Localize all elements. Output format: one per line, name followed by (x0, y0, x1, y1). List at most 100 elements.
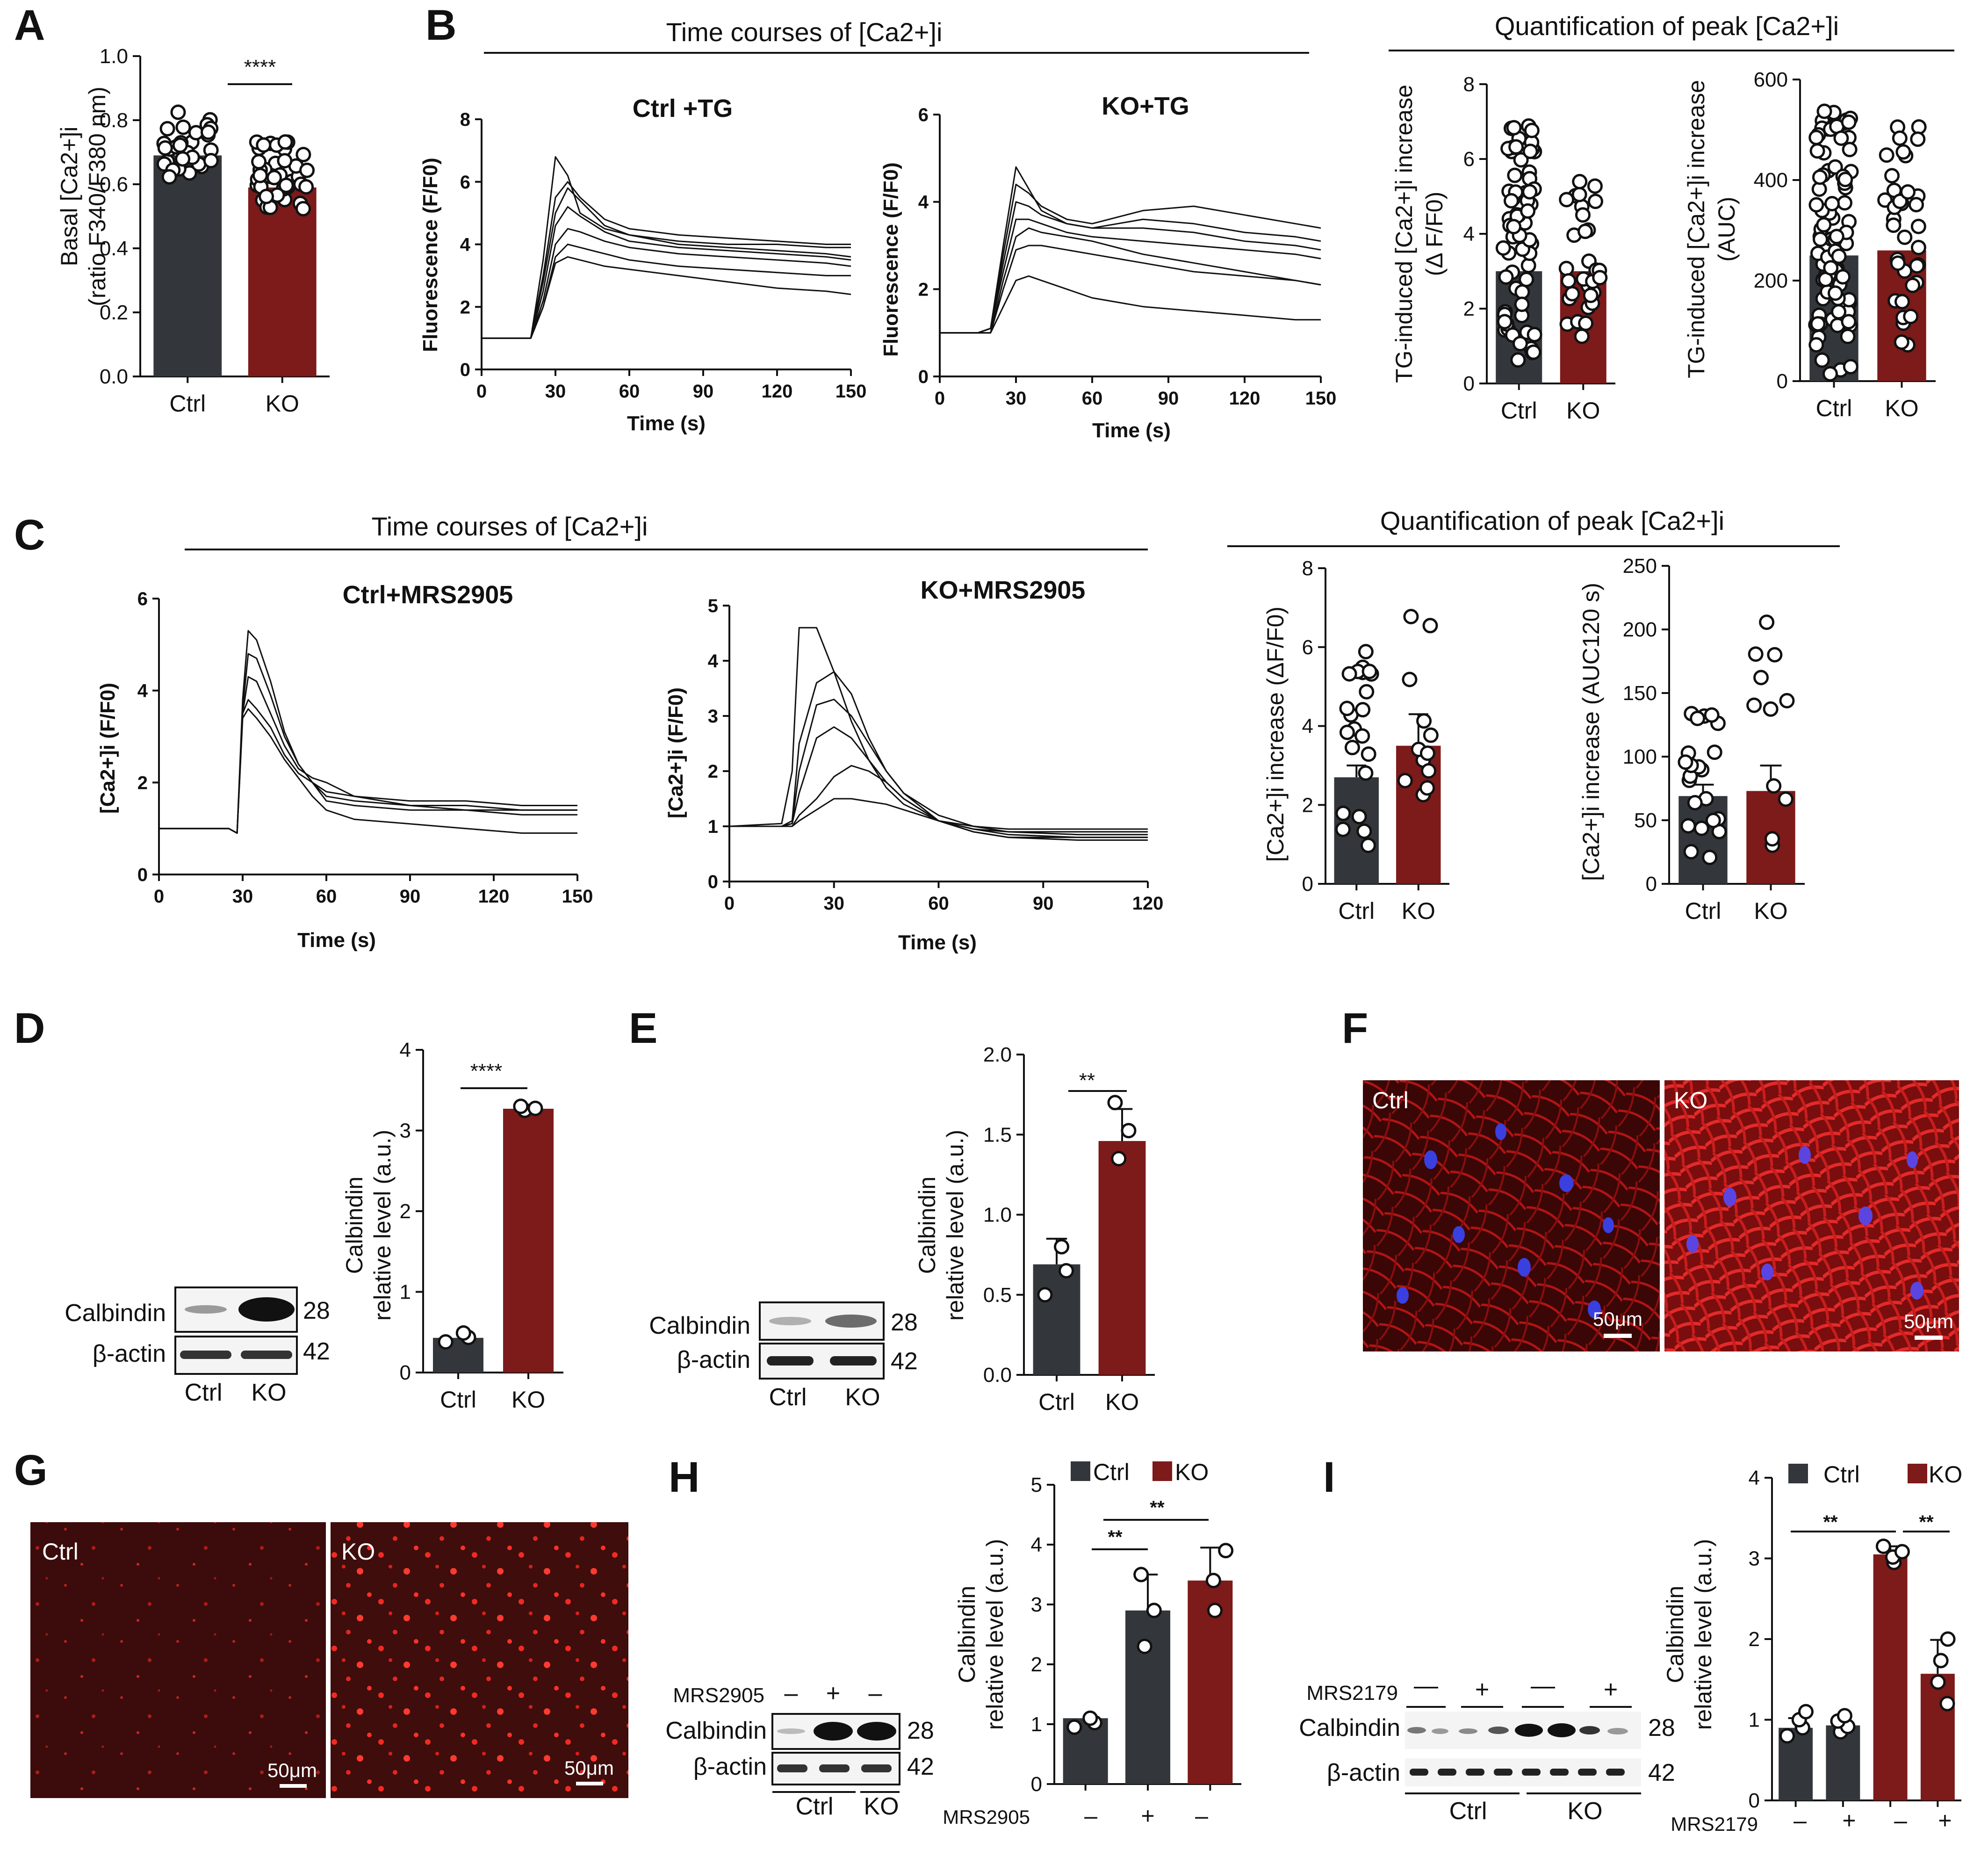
d-blot-label-actin: β-actin (93, 1340, 166, 1367)
B-trace-KO-xtick-label: 150 (1305, 388, 1337, 409)
B-bar-AUC-point (1831, 304, 1847, 320)
A-ytick-label: 0.6 (100, 173, 128, 196)
A-point (161, 169, 177, 185)
f-scalebar-ko (1915, 1336, 1943, 1340)
B-bar-dF-point (1519, 271, 1534, 287)
i-bar-sign-4: + (1938, 1807, 1952, 1834)
B-bar-AUC-point (1890, 255, 1906, 271)
B-bar-dF-point (1575, 207, 1591, 223)
H-point (1137, 1639, 1152, 1655)
A-category-label: Ctrl (169, 390, 206, 417)
b-section-quant: Quantification of peak [Ca2+]i (1495, 11, 1839, 41)
B-bar-dF-point (1522, 144, 1538, 159)
C-bar-AUC-point (1779, 693, 1795, 708)
D-point (438, 1334, 454, 1350)
H-ytick-label: 4 (1031, 1533, 1042, 1556)
chart-b-bar-auc: 0 200 400 600 Ctrl KO (1754, 68, 1936, 421)
C-bar-dF-point (1422, 618, 1438, 634)
A-point (278, 177, 294, 193)
B-bar-AUC-point (1910, 131, 1926, 147)
C-trace-KO-xtick-label: 60 (928, 893, 949, 914)
H-point (1146, 1603, 1162, 1619)
g-label-ctrl: Ctrl (42, 1539, 79, 1565)
f-nuclei-ctrl (1397, 1123, 1614, 1318)
b-bar1-ylabel-2: (Δ F/F0) (1421, 192, 1448, 276)
i-sign-1: — (1414, 1672, 1438, 1699)
i-legend-ko: KO (1929, 1461, 1962, 1488)
C-bar-AUC-category-label: KO (1754, 898, 1787, 924)
I-point (1837, 1708, 1852, 1724)
c-trace2-ylabel: [Ca2+]i (F/F0) (664, 687, 687, 818)
i-bar-sign-2: + (1842, 1807, 1856, 1834)
C-trace-Ctrl-xtick-label: 30 (232, 886, 253, 907)
C-trace-Ctrl-series-cell3 (159, 676, 577, 834)
C-bar-AUC-point (1765, 831, 1780, 847)
C-bar-AUC-ytick-label: 200 (1623, 618, 1657, 641)
I-point (1930, 1674, 1946, 1690)
B-bar-AUC-point (1829, 229, 1844, 245)
e-blot-size-28: 28 (891, 1309, 918, 1336)
chart-c-trace-ko: 0 1 2 3 4 5 0 30 60 90 120 (708, 596, 1164, 914)
B-bar-dF-category-label: KO (1566, 397, 1600, 424)
i-western-blot (1405, 1712, 1641, 1786)
E-point (1059, 1263, 1074, 1279)
B-bar-AUC-point (1905, 277, 1921, 293)
h-treatment-label: MRS2905 (673, 1684, 764, 1707)
panel-e: E Calbindin β-actin 28 42 Ctrl KO Calbin… (629, 1004, 1155, 1415)
i-actin-3 (1466, 1769, 1484, 1776)
c-trace2-title: KO+MRS2905 (921, 576, 1086, 604)
f-nuclei-ko (1686, 1146, 1923, 1300)
C-bar-dF-point (1358, 765, 1374, 781)
h-western-blot (771, 1713, 900, 1785)
B-bar-AUC-point (1894, 294, 1910, 310)
i-sign-2: + (1475, 1676, 1489, 1703)
A-point (256, 137, 272, 153)
C-bar-dF-point (1421, 763, 1437, 779)
i-actin-2 (1438, 1769, 1456, 1776)
B-bar-dF-point (1514, 296, 1530, 312)
c-trace1-ylabel: [Ca2+]i (F/F0) (96, 683, 119, 814)
A-point (277, 153, 293, 169)
D-point (455, 1325, 471, 1341)
h-band-2-actin (819, 1764, 850, 1772)
C-bar-dF-ytick-label: 4 (1302, 715, 1313, 738)
B-bar-AUC-point (1816, 103, 1832, 119)
C-bar-dF-category-label: Ctrl (1338, 898, 1375, 924)
e-band-ctrl-actin (767, 1356, 814, 1366)
panel-letter-i: I (1323, 1453, 1335, 1501)
I-point (1798, 1704, 1814, 1720)
B-bar-AUC-point (1840, 328, 1856, 344)
B-bar-AUC-point (1903, 309, 1919, 325)
E-bar-0 (1033, 1264, 1080, 1375)
B-bar-dF-ytick-label: 6 (1463, 148, 1475, 171)
B-bar-AUC-point (1909, 258, 1925, 274)
H-ytick-label: 3 (1031, 1593, 1042, 1616)
chart-h: 0 1 2 3 4 5 (1031, 1474, 1241, 1796)
chart-i: 0 1 2 3 4 (1749, 1467, 1961, 1812)
b-trace2-ylabel: Fluorescence (F/F0) (879, 162, 902, 357)
B-bar-AUC-point (1892, 130, 1908, 146)
C-trace-Ctrl-xtick-label: 60 (316, 886, 337, 907)
C-trace-KO-ytick-label: 0 (708, 872, 718, 892)
d-lane-ko: KO (251, 1379, 286, 1406)
E-point (1111, 1151, 1127, 1167)
panel-letter-f: F (1342, 1004, 1368, 1052)
A-point (252, 167, 268, 183)
E-ytick-label: 1.0 (983, 1204, 1012, 1227)
panel-b: B Time courses of [Ca2+]i Quantification… (419, 1, 1954, 442)
c-bar2-ylabel: [Ca2+]i increase (AUC120 s) (1578, 583, 1604, 881)
f-image-ctrl (1363, 1080, 1660, 1351)
C-trace-Ctrl-series-cell5 (159, 708, 577, 834)
B-bar-dF-ytick-label: 0 (1463, 372, 1475, 395)
h-blot-label-actin: β-actin (693, 1753, 767, 1780)
E-ytick-label: 1.5 (983, 1123, 1012, 1146)
chart-b-bar-df: 0 2 4 6 8 Ctrl KO (1463, 73, 1615, 424)
D-ytick-label: 4 (400, 1039, 411, 1062)
B-bar-dF-point (1578, 315, 1594, 331)
panel-letter-b: B (425, 1, 456, 49)
B-bar-dF-point (1583, 288, 1599, 303)
h-group-ctrl: Ctrl (796, 1793, 834, 1820)
h-significance-1: ** (1108, 1527, 1123, 1547)
C-bar-dF-category-label: KO (1402, 898, 1435, 924)
